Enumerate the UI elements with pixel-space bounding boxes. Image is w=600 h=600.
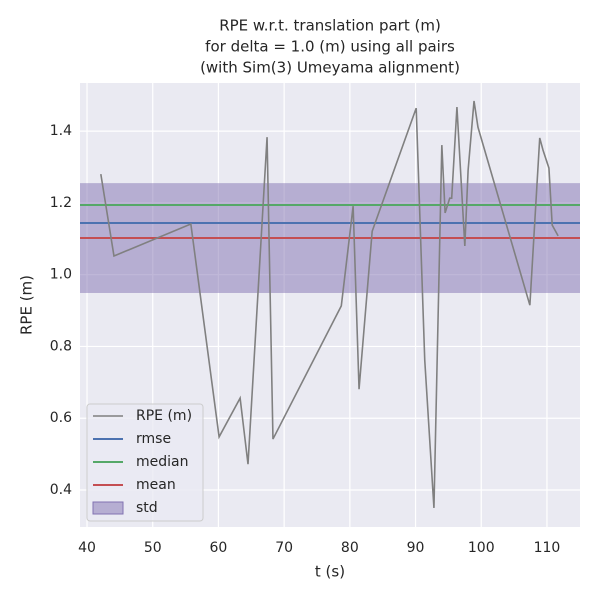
y-tick-label: 1.4 [50,123,72,139]
legend-label: rmse [136,431,171,447]
y-tick-label: 0.4 [50,482,72,498]
legend-box [86,403,204,522]
x-tick-label: 60 [210,540,228,556]
x-axis-label: t (s) [315,563,345,581]
x-tick-label: 110 [534,540,561,556]
y-axis-label: RPE (m) [18,275,36,335]
y-tick-label: 1.2 [50,195,72,211]
chart-title: RPE w.r.t. translation part (m) [219,17,441,35]
x-tick-label: 100 [468,540,495,556]
legend-label: RPE (m) [136,408,192,424]
legend-swatch [92,501,124,515]
chart-title: for delta = 1.0 (m) using all pairs [205,38,455,56]
x-tick-label: 70 [275,540,293,556]
x-tick-label: 50 [144,540,162,556]
y-tick-label: 1.0 [50,267,72,283]
y-tick-label: 0.6 [50,410,72,426]
x-tick-label: 40 [78,540,96,556]
legend-label: median [136,454,188,470]
x-tick-label: 90 [407,540,425,556]
chart-title: (with Sim(3) Umeyama alignment) [200,59,460,77]
legend-label: mean [136,477,176,493]
data-line [100,100,559,509]
x-tick-label: 80 [341,540,359,556]
y-tick-label: 0.8 [50,338,72,354]
legend-label: std [136,500,158,516]
